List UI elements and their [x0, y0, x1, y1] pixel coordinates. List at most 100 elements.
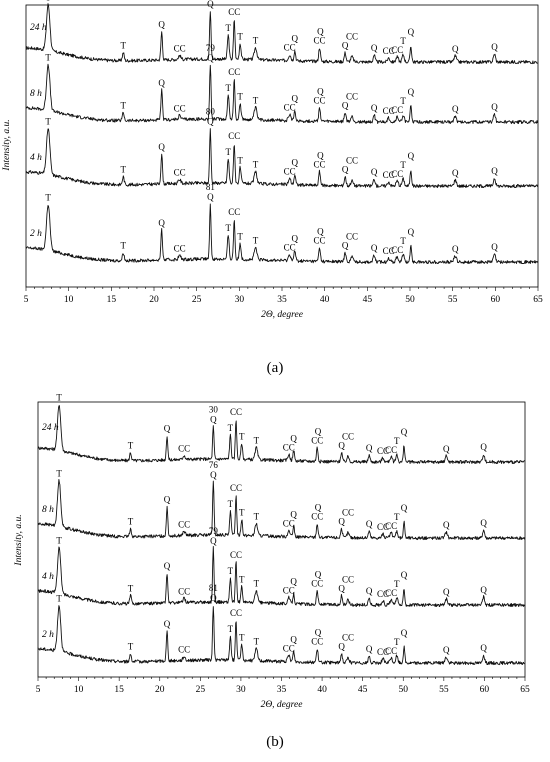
peak-label: T — [45, 52, 51, 62]
peak-label: CC — [385, 445, 397, 455]
x-tick-label: 5 — [36, 685, 41, 695]
peak-label: T — [239, 507, 245, 517]
peak-label: Q — [401, 628, 408, 638]
peak-label: Q — [366, 519, 373, 529]
peak-label: CC — [311, 578, 323, 588]
peak-label: CC — [377, 589, 389, 599]
peak-label: CC — [228, 131, 240, 141]
peak-label: T — [400, 236, 406, 246]
peak-label: CC — [385, 521, 397, 531]
x-tick-label: 20 — [149, 295, 159, 305]
series-label: 4 h — [42, 572, 54, 582]
trace-4h — [25, 128, 538, 189]
trace-24h — [37, 405, 525, 465]
series-label: 24 h — [30, 23, 47, 33]
peak-label: Q — [338, 517, 345, 527]
peak-label: CC — [283, 644, 295, 654]
peak-label: Q — [207, 0, 214, 9]
peak-label: T — [56, 535, 62, 545]
peak-label: Q — [164, 619, 171, 629]
x-axis-label: 2Θ, degree — [261, 700, 303, 710]
trace-2h — [25, 203, 538, 265]
trace-2h — [37, 605, 525, 666]
trace-24h — [25, 3, 538, 65]
peak-label: Q — [210, 470, 217, 480]
peak-label: Q — [207, 53, 214, 63]
peak-label: CC — [391, 169, 403, 179]
peak-label: Q — [452, 168, 459, 178]
peak-label: T — [400, 96, 406, 106]
peak-label: CC — [383, 170, 395, 180]
peak-label: Q — [401, 503, 408, 513]
peak-label: T — [253, 36, 259, 46]
peak-label: T — [56, 468, 62, 478]
peak-label: T — [394, 512, 400, 522]
peak-label: Q — [292, 158, 299, 168]
peak-label: Q — [452, 104, 459, 114]
peak-label: Q — [491, 166, 498, 176]
peak-label: CC — [178, 443, 190, 453]
x-tick-label: 65 — [520, 685, 530, 695]
peak-label: T — [253, 160, 259, 170]
peak-label: Q — [452, 44, 459, 54]
peak-label: T — [128, 642, 134, 652]
series-label: 4 h — [30, 153, 42, 163]
peak-label: CC — [178, 644, 190, 654]
x-tick-label: 60 — [491, 295, 501, 305]
peak-label: Q — [480, 442, 487, 452]
x-tick-label: 55 — [439, 685, 449, 695]
quartz-value-label: 81 — [209, 583, 218, 593]
peak-label: Q — [480, 643, 487, 653]
quartz-value-label: 80 — [206, 106, 216, 116]
peak-label: Q — [317, 86, 324, 96]
panel-caption: (a) — [267, 360, 284, 376]
peak-label: T — [254, 579, 260, 589]
x-tick-label: 45 — [363, 295, 373, 305]
peak-label: T — [56, 392, 62, 402]
peak-label: Q — [207, 116, 214, 126]
peak-label: Q — [491, 102, 498, 112]
peak-label: Q — [342, 165, 349, 175]
quartz-value-label: 79 — [209, 526, 219, 536]
peak-label: T — [400, 160, 406, 170]
peak-label: Q — [164, 423, 171, 433]
peak-label: CC — [228, 7, 240, 17]
peak-label: CC — [346, 92, 358, 102]
peak-label: Q — [371, 43, 378, 53]
peak-label: Q — [164, 561, 171, 571]
peak-label: T — [45, 192, 51, 202]
peak-label: CC — [174, 167, 186, 177]
peak-label: CC — [228, 67, 240, 77]
x-tick-label: 25 — [192, 295, 202, 305]
peak-label: CC — [391, 105, 403, 115]
peak-label: Q — [317, 226, 324, 236]
peak-label: CC — [178, 586, 190, 596]
peak-label: Q — [158, 218, 165, 228]
peak-label: CC — [383, 46, 395, 56]
x-tick-label: 50 — [405, 295, 415, 305]
peak-label: CC — [346, 232, 358, 242]
peak-label: Q — [210, 593, 217, 603]
quartz-value-label: 81 — [206, 182, 215, 192]
peak-label: Q — [371, 167, 378, 177]
peak-label: T — [400, 36, 406, 46]
peak-label: T — [237, 31, 243, 41]
peak-label: Q — [290, 577, 297, 587]
peak-label: Q — [342, 41, 349, 51]
peak-label: CC — [314, 159, 326, 169]
series-label: 8 h — [30, 89, 42, 99]
peak-label: T — [237, 91, 243, 101]
peak-label: Q — [207, 192, 214, 202]
peak-label: Q — [292, 94, 299, 104]
peak-label: Q — [480, 518, 487, 528]
peak-label: T — [228, 499, 234, 509]
x-tick-label: 20 — [155, 685, 165, 695]
x-tick-label: 30 — [236, 685, 246, 695]
peak-label: Q — [371, 103, 378, 113]
peak-label: Q — [315, 502, 322, 512]
peak-label: T — [225, 23, 231, 33]
peak-label: CC — [230, 407, 242, 417]
peak-label: T — [254, 436, 260, 446]
x-tick-label: 40 — [320, 295, 330, 305]
peak-label: T — [394, 637, 400, 647]
